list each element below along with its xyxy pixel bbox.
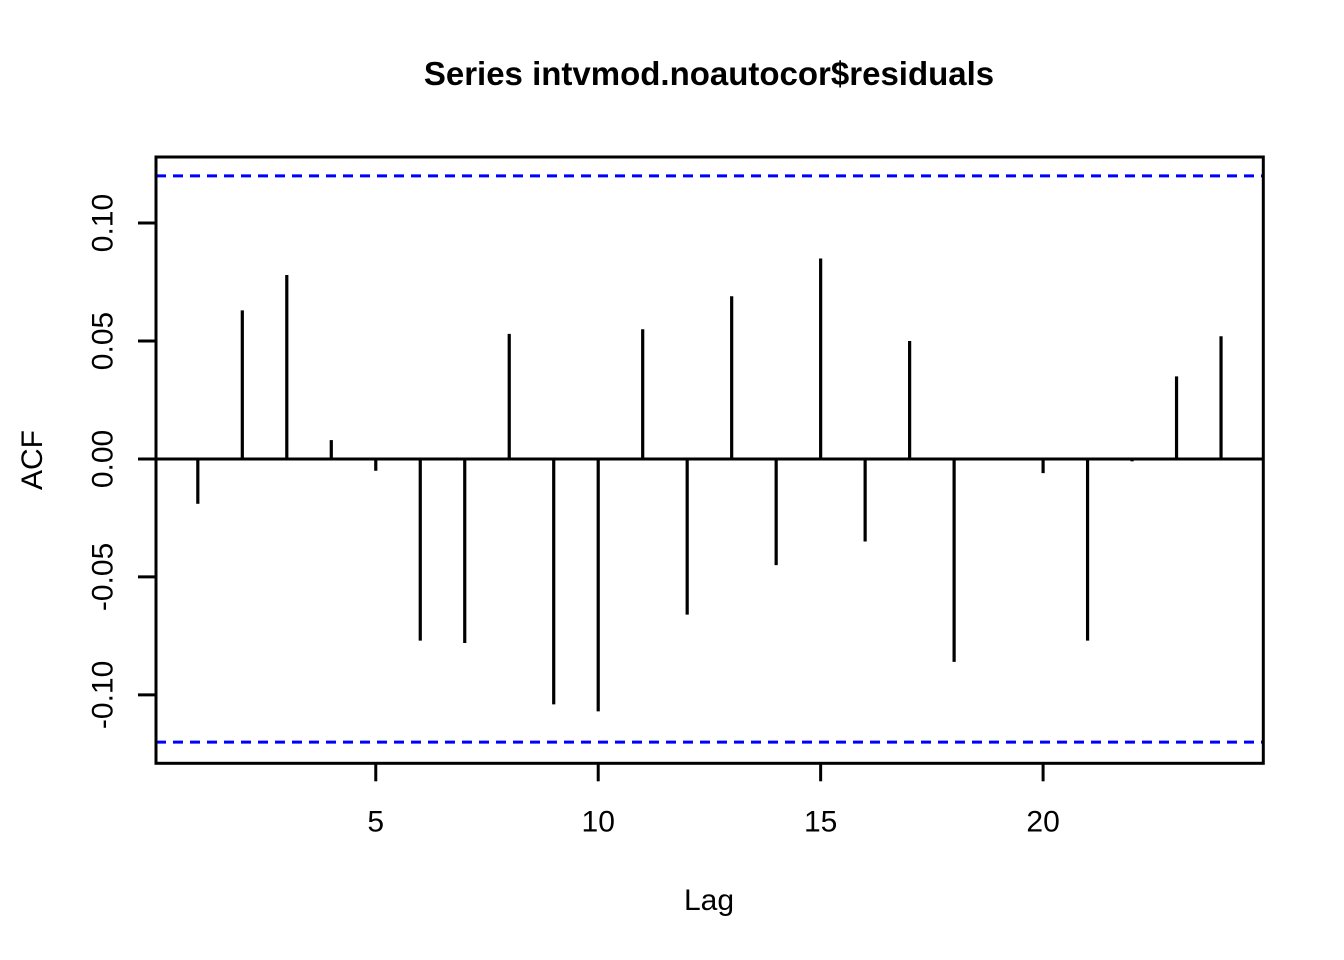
x-tick-label: 5 bbox=[367, 806, 384, 839]
y-tick-label: -0.05 bbox=[87, 543, 120, 611]
y-axis-title: ACF bbox=[16, 430, 49, 490]
y-tick-label: 0.00 bbox=[87, 430, 120, 488]
x-tick-label: 20 bbox=[1026, 806, 1059, 839]
y-tick-label: 0.05 bbox=[87, 312, 120, 370]
y-tick-label: -0.10 bbox=[87, 661, 120, 729]
x-axis-title: Lag bbox=[683, 884, 735, 917]
y-tick-label: 0.10 bbox=[87, 194, 120, 252]
x-tick-label: 15 bbox=[804, 806, 837, 839]
plot-title: Series intvmod.noautocor$residuals bbox=[423, 55, 995, 92]
x-tick-label: 10 bbox=[582, 806, 615, 839]
